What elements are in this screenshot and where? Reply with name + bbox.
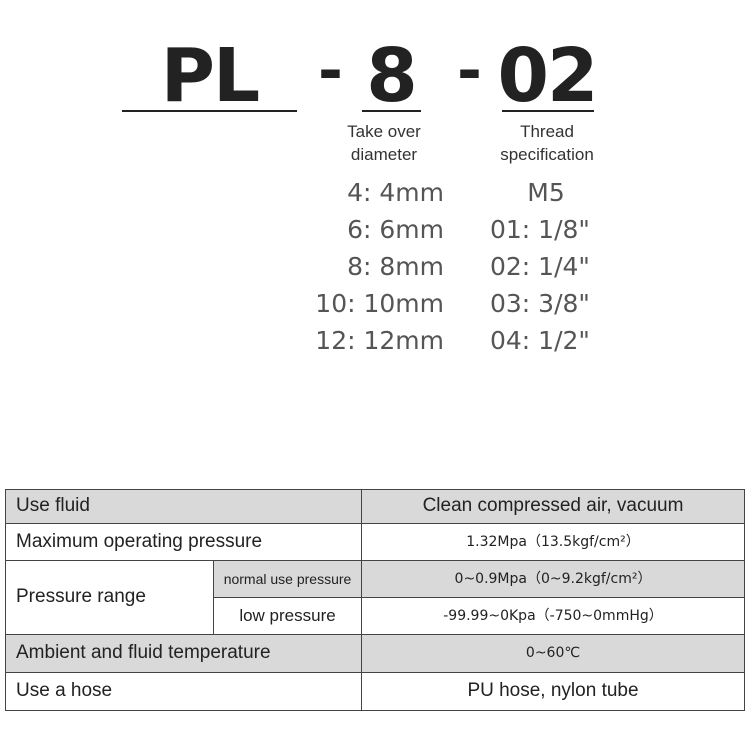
- diameter-option: 6: 6mm: [347, 215, 444, 244]
- separator-1: -: [318, 36, 343, 106]
- temperature-label: Ambient and fluid temperature: [5, 634, 362, 673]
- diameter-option: 12: 12mm: [315, 326, 444, 355]
- max-pressure-label: Maximum operating pressure: [5, 523, 362, 561]
- hose-value: PU hose, nylon tube: [361, 672, 745, 711]
- thread-label: Thread specification: [487, 120, 607, 166]
- diameter-option: 8: 8mm: [347, 252, 444, 281]
- use-fluid-label: Use fluid: [5, 489, 362, 524]
- diameter-code: 8: [366, 33, 418, 119]
- hose-label: Use a hose: [5, 672, 362, 711]
- label-line: diameter: [350, 145, 418, 164]
- diameter-label: Take over diameter: [324, 120, 444, 166]
- low-pressure-value: -99.99~0Kpa（-750~0mmHg）: [361, 597, 745, 635]
- diameter-options: 4: 4mm 6: 6mm 8: 8mm 10: 10mm 12: 12mm: [294, 174, 444, 359]
- label-line: Take over: [347, 122, 421, 141]
- normal-pressure-label: normal use pressure: [213, 560, 362, 598]
- label-line: specification: [500, 145, 594, 164]
- label-line: Thread: [520, 122, 574, 141]
- pressure-range-label: Pressure range: [5, 560, 214, 635]
- series-code: PL: [160, 33, 260, 119]
- thread-option: 01: 1/8": [490, 215, 590, 244]
- max-pressure-value: 1.32Mpa（13.5kgf/cm²）: [361, 523, 745, 561]
- low-pressure-label: low pressure: [213, 597, 362, 635]
- diameter-option: 10: 10mm: [315, 289, 444, 318]
- series-underline: [122, 110, 297, 112]
- thread-option: 02: 1/4": [490, 252, 590, 281]
- thread-option: 04: 1/2": [490, 326, 590, 355]
- temperature-value: 0~60℃: [361, 634, 745, 673]
- use-fluid-value: Clean compressed air, vacuum: [361, 489, 745, 524]
- thread-underline: [502, 110, 594, 112]
- thread-code: 02: [497, 33, 599, 119]
- thread-option: 03: 3/8": [490, 289, 590, 318]
- diameter-option: 4: 4mm: [347, 178, 444, 207]
- thread-options: M5 01: 1/8" 02: 1/4" 03: 3/8" 04: 1/2": [490, 174, 630, 359]
- thread-option: M5: [527, 178, 565, 207]
- diameter-underline: [362, 110, 421, 112]
- separator-2: -: [457, 36, 482, 106]
- normal-pressure-value: 0~0.9Mpa（0~9.2kgf/cm²）: [361, 560, 745, 598]
